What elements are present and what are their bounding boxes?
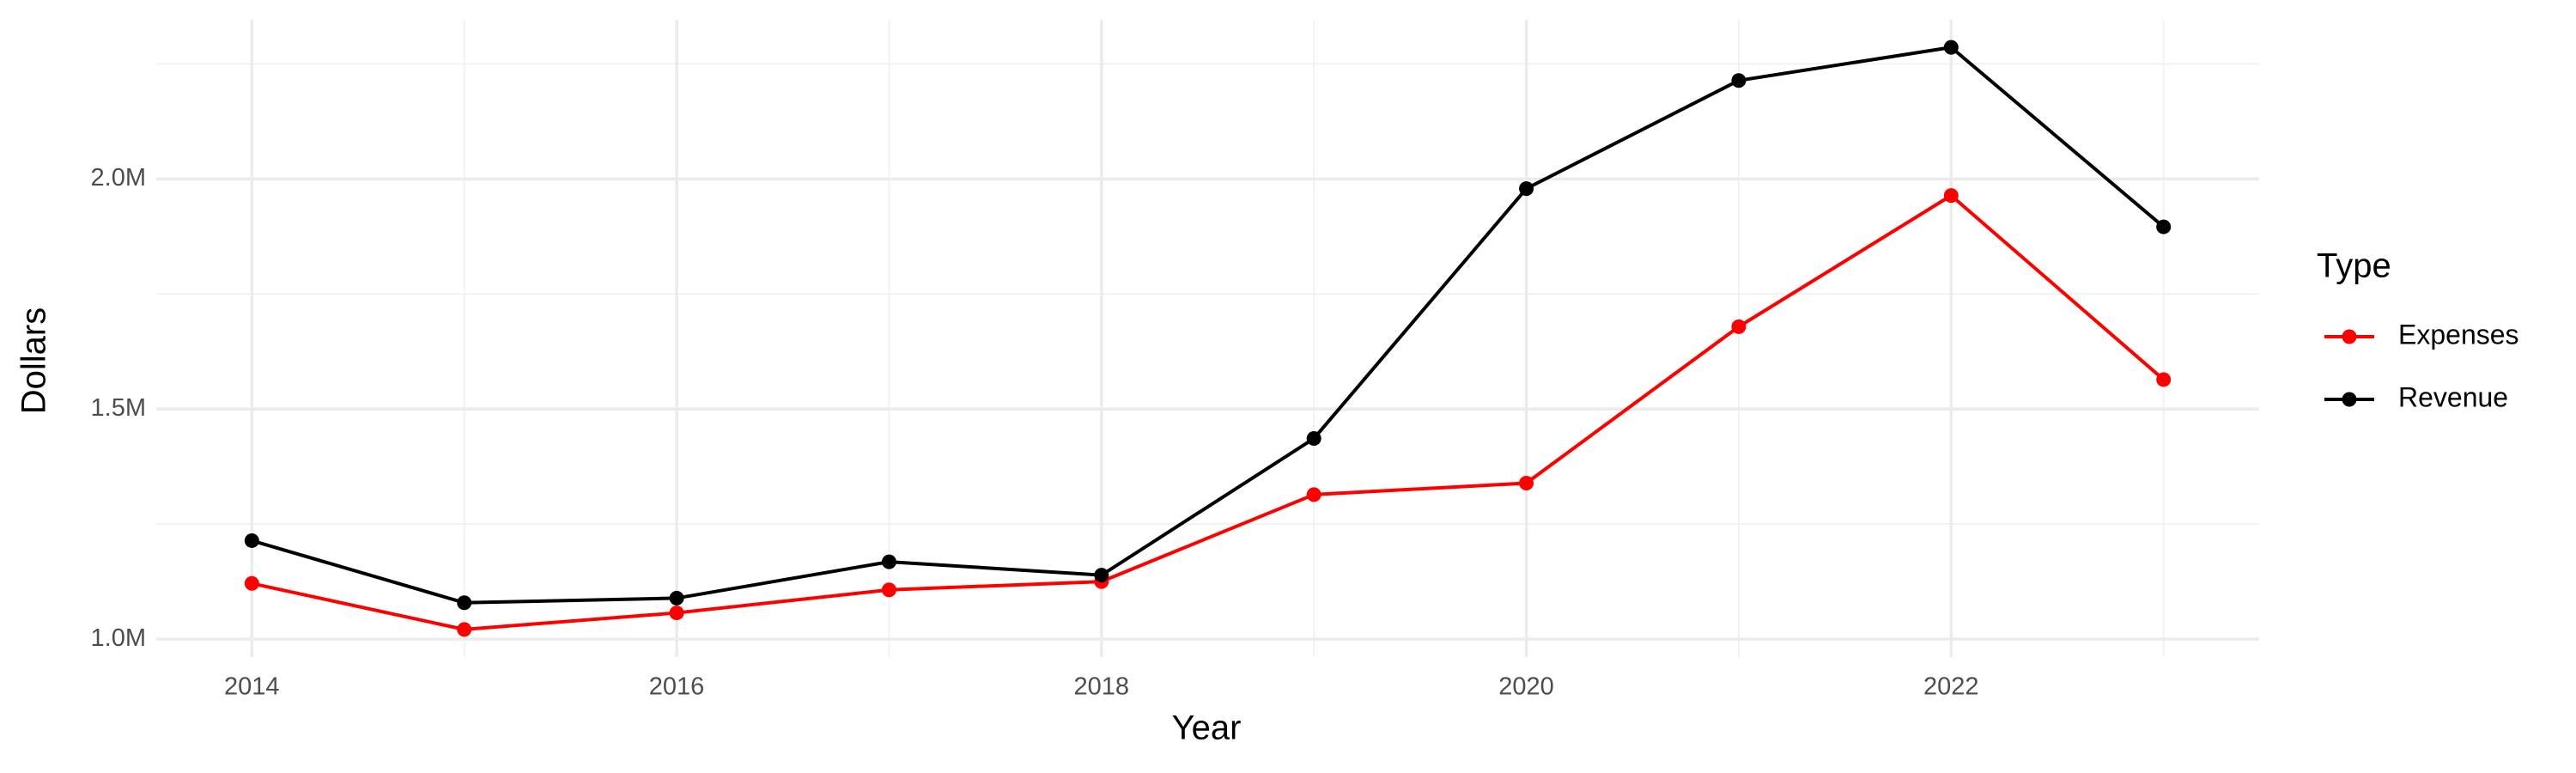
data-point — [1731, 73, 1747, 88]
data-point — [1306, 431, 1321, 447]
y-axis-title: Dollars — [15, 307, 53, 414]
x-tick-label: 2014 — [224, 673, 280, 701]
y-tick-label: 1.5M — [91, 394, 146, 422]
legend-key-point — [2342, 392, 2357, 407]
data-point — [881, 554, 896, 569]
data-point — [1731, 319, 1747, 334]
data-point — [1094, 568, 1109, 583]
data-point — [881, 582, 896, 598]
x-tick-label: 2020 — [1498, 673, 1554, 701]
series-line — [251, 193, 2165, 631]
series-line — [251, 46, 2165, 605]
legend-label: Revenue — [2398, 381, 2508, 412]
data-point — [457, 595, 472, 611]
x-tick-label: 2018 — [1074, 673, 1130, 701]
data-point — [244, 575, 259, 591]
legend-title: Type — [2317, 247, 2391, 285]
x-tick-label: 2022 — [1923, 673, 1979, 701]
data-point — [457, 622, 472, 637]
data-point — [1519, 475, 1534, 490]
x-tick-label: 2016 — [649, 673, 705, 701]
data-point — [2156, 219, 2172, 234]
data-point — [244, 533, 259, 548]
data-point — [669, 606, 684, 621]
y-tick-label: 1.0M — [91, 624, 146, 652]
data-point — [1943, 40, 1959, 55]
data-point — [1943, 188, 1959, 204]
y-tick-label: 2.0M — [91, 164, 146, 192]
data-point — [2156, 372, 2172, 387]
data-point — [1519, 181, 1534, 197]
data-point — [669, 590, 684, 606]
data-point — [1306, 487, 1321, 502]
legend-key-point — [2342, 329, 2357, 344]
x-axis-title: Year — [1172, 709, 1242, 747]
legend-label: Expenses — [2398, 319, 2519, 350]
